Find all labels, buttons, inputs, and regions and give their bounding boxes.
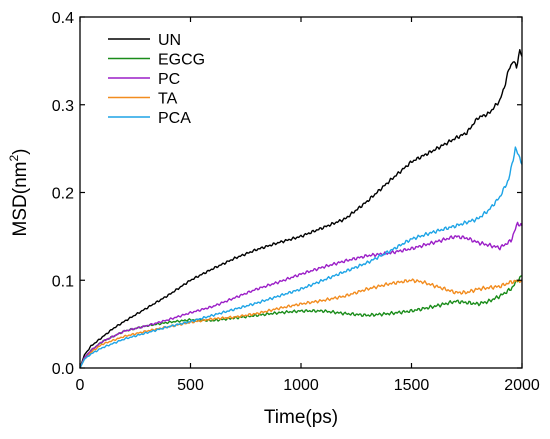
ticks-layer: 0 500 1000 1500 2000 0.0 0.1 0.2 0.3 0.4 — [52, 10, 540, 394]
x-tick-label: 1000 — [283, 377, 319, 394]
y-axis-title: MSD(nm2) — [7, 149, 31, 237]
x-tick-label: 500 — [177, 377, 204, 394]
y-axis-title-main: MSD(nm — [10, 162, 31, 237]
y-tick-label: 0.2 — [52, 186, 74, 203]
series-line-pca — [79, 146, 523, 369]
x-tick-label: 2000 — [504, 377, 540, 394]
x-tick-label: 1500 — [394, 377, 430, 394]
y-axis-title-close: ) — [10, 149, 31, 155]
y-tick-label: 0.3 — [52, 98, 74, 115]
series-line-pc — [79, 221, 523, 369]
y-tick-label: 0.4 — [52, 10, 74, 27]
series-line-un — [79, 49, 523, 369]
y-tick-label: 0.1 — [52, 273, 74, 290]
x-tick-label: 0 — [76, 377, 85, 394]
plot-frame — [79, 16, 523, 369]
legend-label-pca: PCA — [158, 110, 191, 127]
y-tick-label: 0.0 — [52, 361, 74, 378]
series-line-ta — [79, 278, 523, 369]
legend: UN EGCG PC TA PCA — [108, 32, 205, 127]
legend-label-ta: TA — [158, 91, 178, 108]
series-line-egcg — [79, 275, 523, 369]
legend-label-un: UN — [158, 32, 181, 49]
y-axis-title-sup: 2 — [7, 155, 21, 162]
legend-label-egcg: EGCG — [158, 52, 205, 69]
legend-label-pc: PC — [158, 71, 180, 88]
x-axis-title: Time(ps) — [264, 407, 338, 428]
series-layer — [79, 49, 523, 369]
